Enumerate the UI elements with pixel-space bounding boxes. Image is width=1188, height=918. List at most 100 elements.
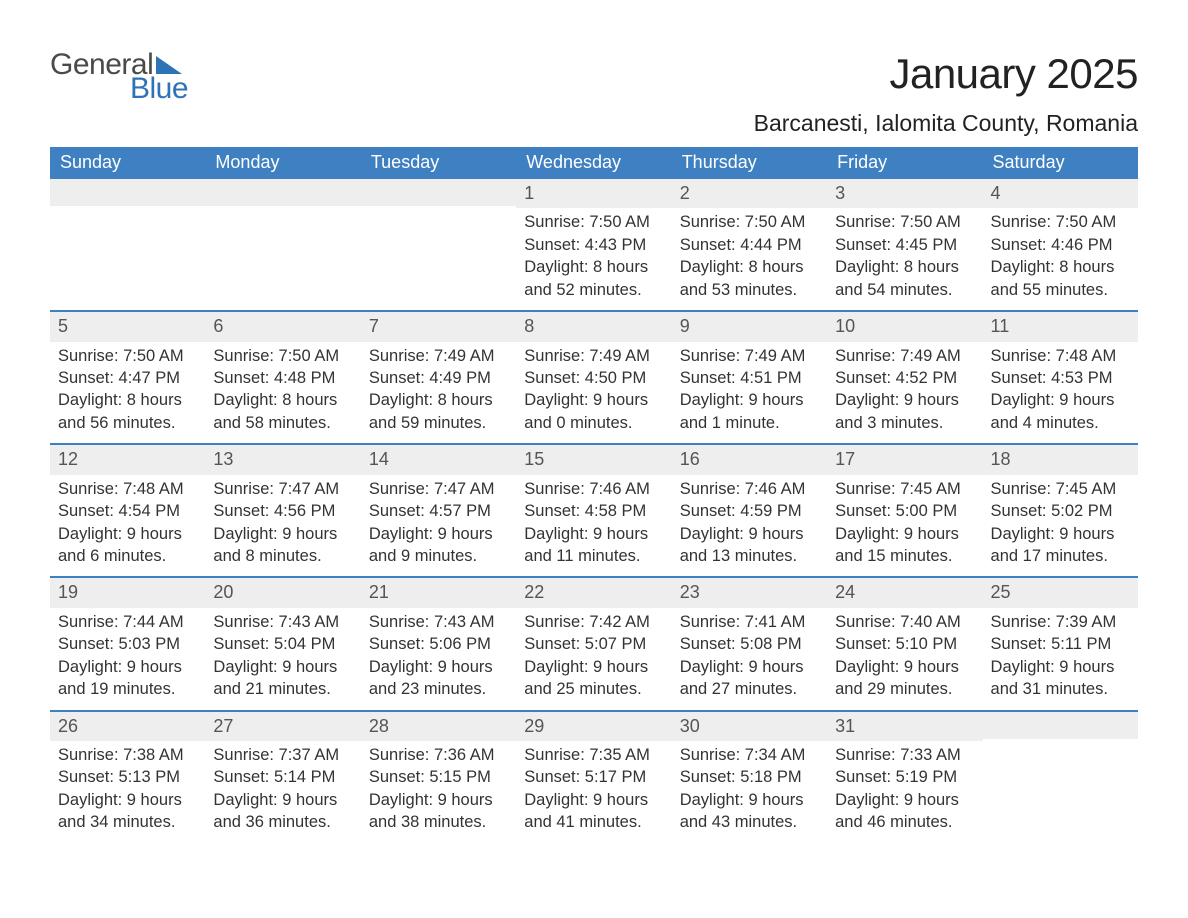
daylight-text: and 34 minutes. xyxy=(58,812,197,833)
day-body: Sunrise: 7:47 AMSunset: 4:56 PMDaylight:… xyxy=(205,475,360,577)
calendar-day: 3Sunrise: 7:50 AMSunset: 4:45 PMDaylight… xyxy=(827,179,982,310)
daylight-text: and 59 minutes. xyxy=(369,413,508,434)
calendar-day: 28Sunrise: 7:36 AMSunset: 5:15 PMDayligh… xyxy=(361,712,516,843)
sunrise-text: Sunrise: 7:45 AM xyxy=(991,479,1130,500)
daylight-text: Daylight: 9 hours xyxy=(835,790,974,811)
calendar-day: 31Sunrise: 7:33 AMSunset: 5:19 PMDayligh… xyxy=(827,712,982,843)
sunset-text: Sunset: 5:11 PM xyxy=(991,634,1130,655)
daylight-text: and 15 minutes. xyxy=(835,546,974,567)
sunrise-text: Sunrise: 7:39 AM xyxy=(991,612,1130,633)
daylight-text: and 11 minutes. xyxy=(524,546,663,567)
sunrise-text: Sunrise: 7:44 AM xyxy=(58,612,197,633)
daylight-text: and 13 minutes. xyxy=(680,546,819,567)
day-number: 22 xyxy=(516,578,671,607)
daylight-text: and 4 minutes. xyxy=(991,413,1130,434)
calendar-day: 18Sunrise: 7:45 AMSunset: 5:02 PMDayligh… xyxy=(983,445,1138,576)
day-body: Sunrise: 7:33 AMSunset: 5:19 PMDaylight:… xyxy=(827,741,982,843)
day-body: Sunrise: 7:49 AMSunset: 4:49 PMDaylight:… xyxy=(361,342,516,444)
calendar-day: 19Sunrise: 7:44 AMSunset: 5:03 PMDayligh… xyxy=(50,578,205,709)
daylight-text: and 0 minutes. xyxy=(524,413,663,434)
daylight-text: and 17 minutes. xyxy=(991,546,1130,567)
day-body: Sunrise: 7:35 AMSunset: 5:17 PMDaylight:… xyxy=(516,741,671,843)
day-number: 7 xyxy=(361,312,516,341)
day-number: 12 xyxy=(50,445,205,474)
sunrise-text: Sunrise: 7:48 AM xyxy=(991,346,1130,367)
daylight-text: Daylight: 9 hours xyxy=(991,390,1130,411)
calendar-day: 8Sunrise: 7:49 AMSunset: 4:50 PMDaylight… xyxy=(516,312,671,443)
sunrise-text: Sunrise: 7:50 AM xyxy=(835,212,974,233)
sunrise-text: Sunrise: 7:35 AM xyxy=(524,745,663,766)
daylight-text: and 56 minutes. xyxy=(58,413,197,434)
daylight-text: and 52 minutes. xyxy=(524,280,663,301)
daylight-text: Daylight: 9 hours xyxy=(991,657,1130,678)
sunset-text: Sunset: 5:04 PM xyxy=(213,634,352,655)
calendar-day: 14Sunrise: 7:47 AMSunset: 4:57 PMDayligh… xyxy=(361,445,516,576)
sunset-text: Sunset: 4:47 PM xyxy=(58,368,197,389)
day-body: Sunrise: 7:44 AMSunset: 5:03 PMDaylight:… xyxy=(50,608,205,710)
daylight-text: Daylight: 9 hours xyxy=(835,657,974,678)
sunrise-text: Sunrise: 7:46 AM xyxy=(680,479,819,500)
sunrise-text: Sunrise: 7:49 AM xyxy=(835,346,974,367)
daylight-text: and 43 minutes. xyxy=(680,812,819,833)
day-number: 25 xyxy=(983,578,1138,607)
daylight-text: and 6 minutes. xyxy=(58,546,197,567)
day-number: 9 xyxy=(672,312,827,341)
day-number: 19 xyxy=(50,578,205,607)
daylight-text: and 31 minutes. xyxy=(991,679,1130,700)
calendar-week: 1Sunrise: 7:50 AMSunset: 4:43 PMDaylight… xyxy=(50,179,1138,310)
day-body: Sunrise: 7:50 AMSunset: 4:43 PMDaylight:… xyxy=(516,208,671,310)
day-number: 28 xyxy=(361,712,516,741)
calendar-day: 7Sunrise: 7:49 AMSunset: 4:49 PMDaylight… xyxy=(361,312,516,443)
calendar-day: 4Sunrise: 7:50 AMSunset: 4:46 PMDaylight… xyxy=(983,179,1138,310)
day-number: 27 xyxy=(205,712,360,741)
sunset-text: Sunset: 4:59 PM xyxy=(680,501,819,522)
sunset-text: Sunset: 4:46 PM xyxy=(991,235,1130,256)
daylight-text: Daylight: 8 hours xyxy=(991,257,1130,278)
day-number: 4 xyxy=(983,179,1138,208)
weekday-header: Wednesday xyxy=(516,147,671,179)
sunset-text: Sunset: 4:57 PM xyxy=(369,501,508,522)
page-title: January 2025 xyxy=(754,50,1138,98)
sunset-text: Sunset: 5:15 PM xyxy=(369,767,508,788)
calendar-day: 6Sunrise: 7:50 AMSunset: 4:48 PMDaylight… xyxy=(205,312,360,443)
daylight-text: Daylight: 9 hours xyxy=(835,390,974,411)
day-body: Sunrise: 7:49 AMSunset: 4:52 PMDaylight:… xyxy=(827,342,982,444)
day-body: Sunrise: 7:43 AMSunset: 5:06 PMDaylight:… xyxy=(361,608,516,710)
daylight-text: and 9 minutes. xyxy=(369,546,508,567)
daylight-text: and 46 minutes. xyxy=(835,812,974,833)
daylight-text: Daylight: 9 hours xyxy=(991,524,1130,545)
sunrise-text: Sunrise: 7:36 AM xyxy=(369,745,508,766)
calendar-day: 12Sunrise: 7:48 AMSunset: 4:54 PMDayligh… xyxy=(50,445,205,576)
calendar-week: 5Sunrise: 7:50 AMSunset: 4:47 PMDaylight… xyxy=(50,310,1138,443)
day-number: 23 xyxy=(672,578,827,607)
day-body: Sunrise: 7:45 AMSunset: 5:00 PMDaylight:… xyxy=(827,475,982,577)
daylight-text: Daylight: 9 hours xyxy=(680,390,819,411)
calendar: Sunday Monday Tuesday Wednesday Thursday… xyxy=(50,147,1138,843)
day-body: Sunrise: 7:40 AMSunset: 5:10 PMDaylight:… xyxy=(827,608,982,710)
daylight-text: and 29 minutes. xyxy=(835,679,974,700)
day-number: 18 xyxy=(983,445,1138,474)
day-body: Sunrise: 7:50 AMSunset: 4:45 PMDaylight:… xyxy=(827,208,982,310)
sunrise-text: Sunrise: 7:49 AM xyxy=(369,346,508,367)
calendar-day: 16Sunrise: 7:46 AMSunset: 4:59 PMDayligh… xyxy=(672,445,827,576)
daylight-text: Daylight: 9 hours xyxy=(213,657,352,678)
weekday-header: Sunday xyxy=(50,147,205,179)
sunset-text: Sunset: 5:07 PM xyxy=(524,634,663,655)
day-number: 24 xyxy=(827,578,982,607)
daylight-text: Daylight: 9 hours xyxy=(58,524,197,545)
sunrise-text: Sunrise: 7:43 AM xyxy=(213,612,352,633)
day-number: 2 xyxy=(672,179,827,208)
daylight-text: and 1 minute. xyxy=(680,413,819,434)
sunrise-text: Sunrise: 7:38 AM xyxy=(58,745,197,766)
calendar-day: 20Sunrise: 7:43 AMSunset: 5:04 PMDayligh… xyxy=(205,578,360,709)
sunset-text: Sunset: 5:03 PM xyxy=(58,634,197,655)
sunrise-text: Sunrise: 7:40 AM xyxy=(835,612,974,633)
daylight-text: Daylight: 8 hours xyxy=(524,257,663,278)
daylight-text: Daylight: 9 hours xyxy=(58,657,197,678)
day-body: Sunrise: 7:36 AMSunset: 5:15 PMDaylight:… xyxy=(361,741,516,843)
daylight-text: Daylight: 9 hours xyxy=(213,524,352,545)
calendar-week: 26Sunrise: 7:38 AMSunset: 5:13 PMDayligh… xyxy=(50,710,1138,843)
calendar-day: 22Sunrise: 7:42 AMSunset: 5:07 PMDayligh… xyxy=(516,578,671,709)
calendar-week: 12Sunrise: 7:48 AMSunset: 4:54 PMDayligh… xyxy=(50,443,1138,576)
day-body: Sunrise: 7:50 AMSunset: 4:48 PMDaylight:… xyxy=(205,342,360,444)
